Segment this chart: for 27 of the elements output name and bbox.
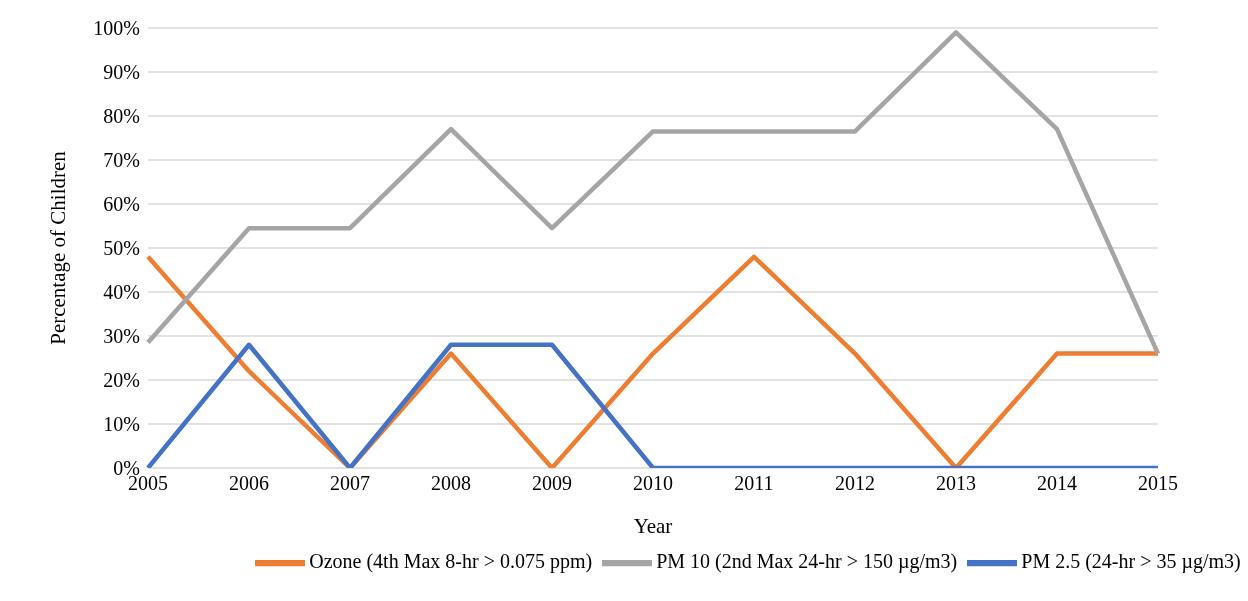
line-series	[145, 254, 1161, 468]
y-tick-label: 100%	[93, 17, 140, 40]
y-tick-label: 50%	[103, 237, 140, 260]
x-tick-label: 2008	[431, 472, 471, 495]
y-tick-label: 60%	[103, 193, 140, 216]
y-tick-label: 40%	[103, 281, 140, 304]
y-tick-label: 70%	[103, 149, 140, 172]
y-tick-label: 10%	[103, 413, 140, 436]
x-tick-label: 2014	[1037, 472, 1077, 495]
legend-label: PM 2.5 (24-hr > 35 µg/m3)	[1021, 549, 1241, 572]
x-tick-label: 2011	[734, 472, 774, 495]
x-tick-label: 2010	[633, 472, 673, 495]
y-tick-label: 80%	[103, 105, 140, 128]
y-axis-title: Percentage of Children	[46, 150, 71, 345]
legend-label: Ozone (4th Max 8-hr > 0.075 ppm)	[309, 549, 593, 572]
x-tick-label: 2006	[229, 472, 269, 495]
x-tick-label: 2015	[1138, 472, 1178, 495]
x-tick-label: 2009	[532, 472, 572, 495]
x-tick-label: 2013	[936, 472, 976, 495]
x-tick-label: 2007	[330, 472, 370, 495]
y-tick-label: 90%	[103, 61, 140, 84]
x-tick-label: 2012	[835, 472, 875, 495]
legend-label: PM 10 (2nd Max 24-hr > 150 µg/m3)	[656, 549, 958, 572]
x-axis-title: Year	[633, 514, 673, 538]
y-tick-label: 30%	[103, 325, 140, 348]
line-series	[145, 30, 1161, 356]
y-tick-label: 20%	[103, 369, 140, 392]
